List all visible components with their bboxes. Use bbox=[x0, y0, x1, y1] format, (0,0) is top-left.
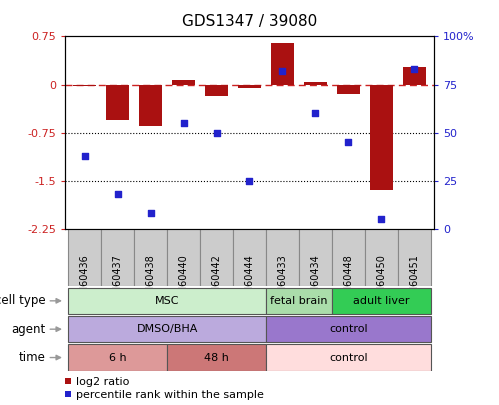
Bar bbox=[266, 345, 431, 371]
Bar bbox=[68, 316, 266, 342]
Bar bbox=[299, 229, 332, 286]
Bar bbox=[167, 345, 266, 371]
Text: DMSO/BHA: DMSO/BHA bbox=[136, 324, 198, 334]
Bar bbox=[139, 85, 162, 126]
Bar bbox=[403, 67, 426, 85]
Point bbox=[278, 68, 286, 75]
Bar bbox=[271, 43, 294, 85]
Text: log2 ratio: log2 ratio bbox=[76, 377, 129, 386]
Text: adult liver: adult liver bbox=[353, 296, 410, 306]
Bar bbox=[205, 85, 228, 96]
Text: 6 h: 6 h bbox=[109, 352, 126, 362]
Bar bbox=[73, 85, 96, 87]
Point bbox=[344, 139, 352, 145]
Text: control: control bbox=[329, 324, 368, 334]
Text: GSM60438: GSM60438 bbox=[146, 254, 156, 307]
Point bbox=[410, 66, 418, 72]
Bar bbox=[167, 229, 200, 286]
Point bbox=[147, 210, 155, 217]
Point bbox=[311, 110, 319, 117]
Bar bbox=[370, 85, 393, 190]
Text: GSM60451: GSM60451 bbox=[409, 254, 419, 307]
Point bbox=[81, 153, 89, 159]
Point bbox=[180, 120, 188, 126]
Text: agent: agent bbox=[11, 323, 46, 336]
Text: GSM60448: GSM60448 bbox=[343, 254, 353, 307]
Bar bbox=[172, 80, 195, 85]
Text: time: time bbox=[19, 351, 46, 364]
Bar bbox=[266, 316, 431, 342]
Point bbox=[213, 130, 221, 136]
Text: GSM60450: GSM60450 bbox=[376, 254, 386, 307]
Point bbox=[377, 216, 385, 222]
Bar bbox=[101, 229, 134, 286]
Text: MSC: MSC bbox=[155, 296, 179, 306]
Text: fetal brain: fetal brain bbox=[270, 296, 328, 306]
Bar bbox=[266, 229, 299, 286]
Text: GSM60433: GSM60433 bbox=[277, 254, 287, 307]
Text: cell type: cell type bbox=[0, 294, 46, 307]
Text: GSM60442: GSM60442 bbox=[212, 254, 222, 307]
Bar bbox=[365, 229, 398, 286]
Bar bbox=[68, 288, 266, 314]
Bar bbox=[398, 229, 431, 286]
Bar bbox=[106, 85, 129, 120]
Text: control: control bbox=[329, 352, 368, 362]
Text: GSM60437: GSM60437 bbox=[113, 254, 123, 307]
Text: percentile rank within the sample: percentile rank within the sample bbox=[76, 390, 264, 400]
Bar bbox=[332, 288, 431, 314]
Bar bbox=[332, 229, 365, 286]
Text: GSM60440: GSM60440 bbox=[179, 254, 189, 307]
Point bbox=[246, 177, 253, 184]
Bar bbox=[233, 229, 266, 286]
Bar bbox=[266, 288, 332, 314]
Bar bbox=[68, 229, 101, 286]
Bar bbox=[238, 85, 261, 88]
Text: 48 h: 48 h bbox=[204, 352, 229, 362]
Point bbox=[114, 191, 122, 198]
Text: GSM60444: GSM60444 bbox=[245, 254, 254, 307]
Bar bbox=[200, 229, 233, 286]
Text: GSM60434: GSM60434 bbox=[310, 254, 320, 307]
Bar bbox=[337, 85, 360, 94]
Text: GSM60436: GSM60436 bbox=[80, 254, 90, 307]
Bar bbox=[134, 229, 167, 286]
Text: GDS1347 / 39080: GDS1347 / 39080 bbox=[182, 14, 317, 29]
Bar bbox=[68, 345, 167, 371]
Bar bbox=[304, 82, 327, 85]
